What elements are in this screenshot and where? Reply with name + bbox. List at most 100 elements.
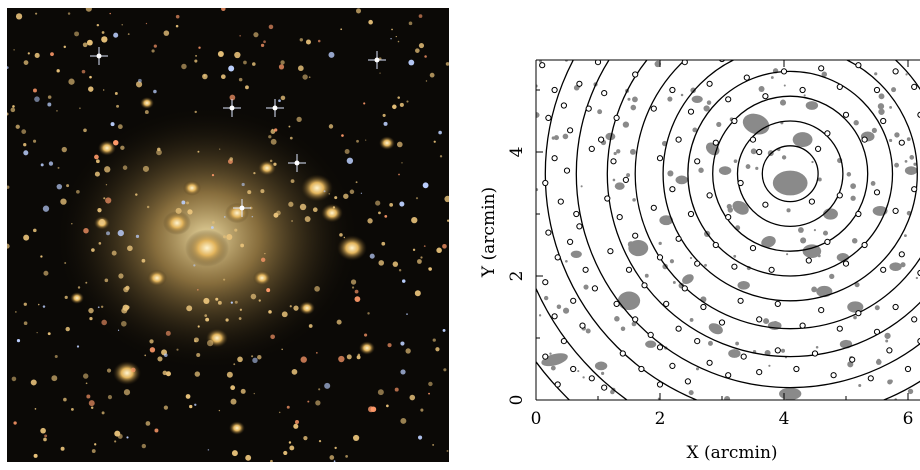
field-object (194, 110, 197, 114)
galaxy-speck (803, 94, 806, 97)
galaxy-speck (786, 208, 791, 213)
galaxy-speck (550, 365, 556, 371)
cluster-galaxy (225, 202, 249, 224)
galaxy-point-104 (749, 136, 757, 143)
galaxy-speck (612, 178, 616, 182)
field-object (111, 250, 117, 256)
field-object (356, 355, 361, 360)
field-object (423, 245, 426, 247)
field-object (207, 340, 214, 347)
field-object (328, 193, 330, 195)
galaxy-point-88 (650, 204, 657, 211)
galaxy-point-96 (873, 189, 881, 196)
field-object (346, 157, 354, 164)
field-object (299, 38, 304, 42)
field-object (318, 388, 321, 391)
field-object (47, 95, 52, 99)
galaxy-point-112 (669, 86, 676, 94)
field-object (223, 216, 226, 218)
galaxy-speck (658, 241, 662, 246)
field-object (356, 139, 359, 143)
galaxy-point-134 (591, 285, 599, 292)
field-object (230, 301, 233, 304)
field-object (353, 434, 360, 442)
field-object (98, 242, 102, 245)
galaxy-point-124 (892, 68, 899, 75)
field-object (100, 305, 104, 308)
galaxy-speck (800, 237, 807, 244)
field-object (266, 288, 271, 293)
field-object (34, 408, 37, 410)
field-object (88, 400, 95, 407)
radial-annuli-plot: 0 2 4 6 0 2 4 X (arcmin) Y (arcmin) (470, 0, 920, 466)
galaxy-point-121 (836, 83, 843, 91)
field-object (165, 330, 171, 336)
field-object (406, 313, 408, 315)
galaxy-speck (904, 234, 907, 238)
field-object (334, 446, 337, 450)
field-object (40, 427, 46, 434)
field-object (117, 124, 123, 130)
galaxy-point-113 (687, 108, 695, 115)
field-object (10, 107, 16, 113)
field-object (247, 190, 252, 195)
field-object (367, 312, 370, 315)
galaxy-speck (889, 105, 893, 109)
galaxy-point-97 (892, 207, 899, 214)
field-object (270, 138, 277, 145)
cluster-galaxy (379, 136, 395, 150)
field-object (63, 45, 67, 49)
field-object (307, 400, 310, 403)
galaxy-speck (817, 177, 822, 182)
field-object (82, 42, 88, 48)
galaxy-point-8 (563, 167, 571, 174)
galaxy-point-93 (737, 179, 744, 187)
field-object (21, 129, 27, 135)
field-object (33, 88, 37, 93)
field-object (221, 6, 226, 12)
galaxy-speck (768, 364, 771, 367)
field-object (85, 5, 92, 12)
field-object (189, 404, 193, 409)
cluster-galaxy (301, 174, 333, 202)
galaxy-point-36 (613, 300, 620, 307)
galaxy-blob-11 (718, 166, 732, 175)
field-object (101, 36, 108, 43)
field-object (260, 189, 265, 194)
star (272, 105, 278, 111)
field-object (37, 303, 40, 306)
field-object (253, 392, 255, 395)
field-object (154, 428, 159, 433)
field-object (401, 162, 403, 164)
galaxy-speck (773, 321, 778, 326)
field-object (339, 233, 343, 237)
galaxy-speck (854, 282, 860, 288)
field-object (40, 255, 43, 258)
field-object (126, 436, 129, 439)
field-object (95, 159, 100, 164)
field-object (76, 189, 80, 194)
field-object (138, 78, 142, 83)
field-object (270, 334, 275, 340)
galaxy-speck (556, 304, 562, 309)
field-object (36, 332, 38, 334)
galaxy-point-85 (880, 266, 887, 273)
galaxy-cluster-image (4, 5, 451, 463)
field-object (315, 351, 318, 354)
star (229, 105, 235, 111)
field-object (15, 13, 23, 20)
galaxy-point-12 (545, 229, 552, 236)
field-object (278, 99, 281, 103)
galaxy-point-87 (917, 269, 920, 276)
galaxy-point-23 (554, 381, 561, 388)
field-object (252, 357, 258, 364)
field-object (432, 338, 436, 342)
galaxy-speck (758, 86, 765, 93)
galaxy-point-111 (650, 105, 657, 112)
field-object (308, 324, 313, 328)
y-axis-label: Y (arcmin) (479, 187, 499, 278)
galaxy-speck (780, 348, 786, 353)
galaxy-speck (797, 227, 804, 233)
field-object (66, 184, 70, 188)
galaxy-point-135 (601, 384, 608, 391)
